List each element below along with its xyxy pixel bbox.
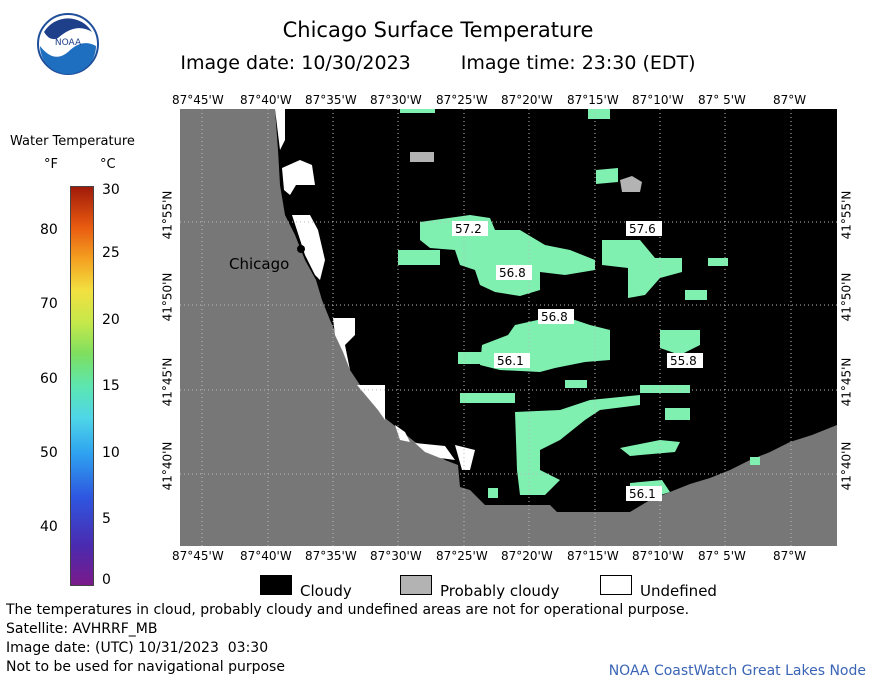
lon-label-top: 87°10'W xyxy=(632,93,684,107)
lat-label-left: 41°45'N xyxy=(160,357,175,407)
legend-f-tick-40: 40 xyxy=(40,519,58,535)
temp-label: 56.1 xyxy=(497,354,524,368)
lon-label-top: 87°45'W xyxy=(172,93,224,107)
temp-label: 55.8 xyxy=(670,354,697,368)
lat-label-right: 41°45'N xyxy=(839,357,854,407)
legend-unit-f: °F xyxy=(44,157,58,172)
lon-label-bottom: 87°10'W xyxy=(632,549,684,563)
undefined-label: Undefined xyxy=(640,582,717,600)
legend-c-tick-30: 30 xyxy=(102,182,120,198)
legend-f-tick-70: 70 xyxy=(40,296,58,312)
temperature-colorbar xyxy=(70,186,94,586)
note-navigation: Not to be used for navigational purpose xyxy=(6,659,285,675)
lon-label-top: 87°30'W xyxy=(370,93,422,107)
page-title: Chicago Surface Temperature xyxy=(282,18,594,42)
legend-title: Water Temperature xyxy=(10,134,135,149)
lon-label-bottom: 87°35'W xyxy=(305,549,357,563)
temp-label: 56.1 xyxy=(629,487,656,501)
lat-label-left: 41°50'N xyxy=(160,272,175,322)
credit: NOAA CoastWatch Great Lakes Node xyxy=(608,663,866,679)
temp-label: 56.8 xyxy=(541,310,568,324)
lon-label-bottom: 87°20'W xyxy=(501,549,553,563)
lon-label-top: 87° 5'W xyxy=(698,93,746,107)
legend-f-tick-60: 60 xyxy=(40,371,58,387)
undefined-areas xyxy=(275,109,475,470)
lon-label-bottom: 87°30'W xyxy=(370,549,422,563)
lat-label-left: 41°40'N xyxy=(160,441,175,491)
lon-label-top: 87°15'W xyxy=(567,93,619,107)
lon-label-bottom: 87°W xyxy=(773,549,807,563)
temperature-map: Chicago 57.2 57.6 56.8 56.8 56.1 55.8 56… xyxy=(180,109,837,546)
temp-label: 57.2 xyxy=(455,222,482,236)
legend-f-tick-50: 50 xyxy=(40,445,58,461)
lat-label-right: 41°50'N xyxy=(839,272,854,322)
probably-cloudy-swatch xyxy=(400,575,432,595)
legend-c-tick-20: 20 xyxy=(102,312,120,328)
notes: The temperatures in cloud, probably clou… xyxy=(6,601,689,677)
graticule xyxy=(180,109,837,546)
lon-label-top: 87°35'W xyxy=(305,93,357,107)
temp-label: 56.8 xyxy=(499,266,526,280)
lon-label-top: 87°20'W xyxy=(501,93,553,107)
legend-f-tick-80: 80 xyxy=(40,222,58,238)
lat-label-left: 41°55'N xyxy=(160,190,175,240)
undefined-swatch xyxy=(600,575,632,595)
lon-label-bottom: 87° 5'W xyxy=(698,549,746,563)
lon-label-bottom: 87°25'W xyxy=(436,549,488,563)
lon-label-bottom: 87°45'W xyxy=(172,549,224,563)
temp-label: 57.6 xyxy=(629,222,656,236)
probably-cloudy-areas xyxy=(410,152,642,192)
note-image-date-utc: Image date: (UTC) 10/31/2023 03:30 xyxy=(6,640,269,656)
image-date-time: Image date: 10/30/2023 Image time: 23:30… xyxy=(0,52,876,74)
lon-label-top: 87°40'W xyxy=(240,93,292,107)
legend-c-tick-5: 5 xyxy=(102,511,111,527)
city-label-chicago: Chicago xyxy=(229,255,289,273)
lon-label-top: 87°W xyxy=(773,93,807,107)
chicago-marker xyxy=(297,245,305,253)
lon-label-top: 87°25'W xyxy=(436,93,488,107)
legend-c-tick-10: 10 xyxy=(102,445,120,461)
lat-label-right: 41°40'N xyxy=(839,441,854,491)
image-time: Image time: 23:30 (EDT) xyxy=(460,52,696,74)
legend-c-tick-0: 0 xyxy=(102,572,111,588)
cloudy-swatch xyxy=(260,575,292,595)
legend-unit-c: °C xyxy=(100,157,116,172)
lon-label-bottom: 87°40'W xyxy=(240,549,292,563)
noaa-logo-text: NOAA xyxy=(55,38,82,48)
lat-label-right: 41°55'N xyxy=(839,190,854,240)
noaa-logo: NOAA xyxy=(37,13,99,75)
image-date: Image date: 10/30/2023 xyxy=(180,52,411,74)
note-satellite: Satellite: AVHRRF_MB xyxy=(6,621,158,637)
note-operational: The temperatures in cloud, probably clou… xyxy=(6,602,690,618)
legend-c-tick-25: 25 xyxy=(102,245,120,261)
lon-label-bottom: 87°15'W xyxy=(567,549,619,563)
legend-c-tick-15: 15 xyxy=(102,378,120,394)
cloudy-label: Cloudy xyxy=(300,582,352,600)
probably-cloudy-label: Probably cloudy xyxy=(440,582,560,600)
